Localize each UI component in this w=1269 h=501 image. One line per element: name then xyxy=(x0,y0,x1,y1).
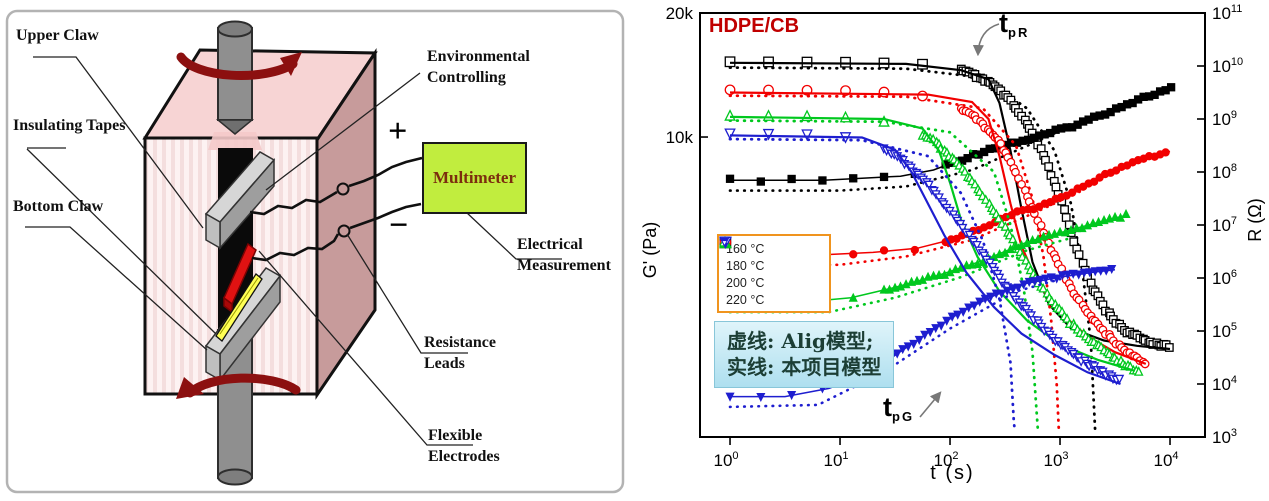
label-resistance-line1: Resistance xyxy=(424,334,496,351)
tpR-sub: pR xyxy=(1008,25,1030,40)
legend-triangle-down-icon xyxy=(719,236,730,247)
y-axis-label-right: R (Ω) xyxy=(1245,198,1265,242)
label-electrical-line1: Electrical xyxy=(517,236,583,253)
plus-sign: + xyxy=(388,113,408,150)
svg-text:105: 105 xyxy=(1212,321,1237,341)
wire-loop-top-icon xyxy=(336,182,350,196)
tpG-arrow-icon xyxy=(919,391,942,418)
flexible-electrode-shape xyxy=(223,242,257,314)
rotation-arrow-top-icon xyxy=(176,52,302,80)
y-axis-label-left: G' (Pa) xyxy=(640,221,660,279)
svg-text:109: 109 xyxy=(1212,109,1237,129)
legend-item: 160 °C xyxy=(719,236,824,257)
chart-title: HDPE/CB xyxy=(709,15,800,37)
legend-label: 180 °C xyxy=(726,258,765,273)
label-flexible-electrodes: Flexible Electrodes xyxy=(428,425,500,467)
legend-label: 220 °C xyxy=(726,292,765,307)
tpR-main: t xyxy=(999,8,1008,38)
svg-text:10k: 10k xyxy=(666,128,694,147)
model-note-line1: 虚线: Alig模型; xyxy=(727,329,874,353)
label-flexible-line1: Flexible xyxy=(428,427,483,444)
legend-label: 160 °C xyxy=(726,241,765,256)
label-insulating-tapes: Insulating Tapes xyxy=(13,117,126,134)
image-border xyxy=(5,9,625,494)
tpG-sub: pG xyxy=(892,409,915,424)
model-note-line2: 实线: 本项目模型 xyxy=(727,355,882,379)
svg-text:107: 107 xyxy=(1212,215,1237,235)
svg-text:108: 108 xyxy=(1212,162,1237,182)
svg-text:1010: 1010 xyxy=(1212,56,1243,76)
svg-text:104: 104 xyxy=(1153,450,1178,470)
series-220°C xyxy=(724,128,1125,434)
label-environmental-line2: Controlling xyxy=(427,69,506,86)
multimeter-box: Multimeter xyxy=(422,142,527,214)
label-environmental-line1: Environmental xyxy=(427,48,530,65)
label-resistance-line2: Leads xyxy=(424,355,465,372)
x-axis-ticks: 100 101 102 103 104 xyxy=(714,437,1179,470)
annotation-tpR: t pR xyxy=(999,8,1029,40)
resistance-lead-wires xyxy=(249,156,423,262)
apparatus-diagram-panel: Upper Claw Insulating Tapes Bottom Claw … xyxy=(5,9,625,494)
leader-lines xyxy=(25,56,562,446)
tpR-arrow-icon xyxy=(972,23,1000,57)
label-electrical-measurement: Electrical Measurement xyxy=(517,234,611,276)
legend-item: 180 °C xyxy=(719,236,824,274)
svg-text:20k: 20k xyxy=(666,4,694,23)
x-axis-label: t (s) xyxy=(930,462,975,484)
chart-panel: 100 101 102 103 104 1011 1010 109 108 107 106 105 1… xyxy=(637,0,1269,501)
rotation-arrow-bottom-icon xyxy=(176,373,301,399)
minus-sign: − xyxy=(389,207,409,244)
legend-label: 200 °C xyxy=(726,275,765,290)
svg-text:102: 102 xyxy=(934,450,959,470)
label-electrical-line2: Measurement xyxy=(517,257,611,274)
svg-text:103: 103 xyxy=(1212,427,1237,447)
svg-text:103: 103 xyxy=(1043,450,1068,470)
apparatus-diagram xyxy=(5,9,625,494)
chart-series xyxy=(724,56,1176,434)
right-axis-ticks: 1011 1010 109 108 107 106 105 104 103 xyxy=(1197,3,1243,447)
label-bottom-claw: Bottom Claw xyxy=(13,198,104,215)
svg-text:106: 106 xyxy=(1212,268,1237,288)
svg-text:100: 100 xyxy=(714,450,739,470)
shaft-hole xyxy=(208,132,262,150)
tpG-main: t xyxy=(883,392,892,422)
svg-text:104: 104 xyxy=(1212,374,1237,394)
svg-text:101: 101 xyxy=(824,450,849,470)
model-note-box: 虚线: Alig模型; 实线: 本项目模型 xyxy=(714,321,895,388)
upper-claw-shape xyxy=(204,151,276,251)
label-environmental-controlling: Environmental Controlling xyxy=(427,46,530,88)
insulating-tape-shape xyxy=(215,273,263,342)
label-resistance-leads: Resistance Leads xyxy=(424,332,496,374)
annotation-tpG: t pG xyxy=(883,392,914,424)
legend-item: 200 °C xyxy=(719,236,824,291)
chart-legend: 160 °C 180 °C 200 °C 220 °C xyxy=(717,234,831,313)
label-flexible-line2: Electrodes xyxy=(428,448,500,465)
svg-text:1011: 1011 xyxy=(1212,3,1242,23)
legend-item: 220 °C xyxy=(719,236,824,308)
label-upper-claw: Upper Claw xyxy=(16,27,99,44)
left-axis-ticks: 20k 10k xyxy=(666,4,708,147)
wire-loop-bottom-icon xyxy=(337,224,351,238)
chart-svg: 100 101 102 103 104 101110101091081071061051… xyxy=(666,3,1244,470)
